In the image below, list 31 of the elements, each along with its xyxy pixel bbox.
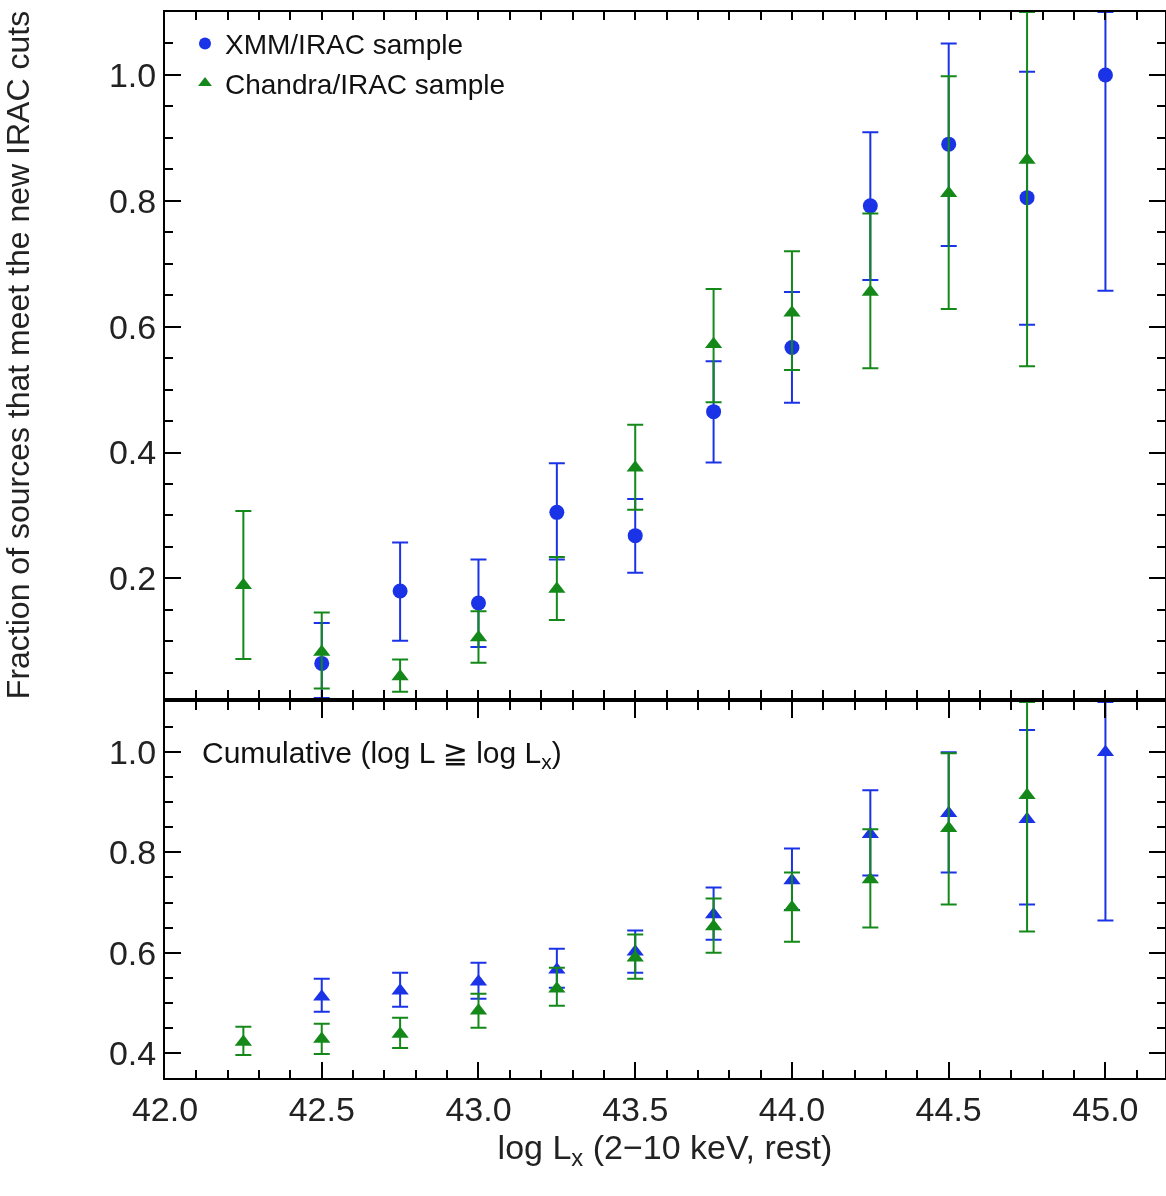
point <box>862 198 878 214</box>
legend-label: Chandra/IRAC sample <box>225 68 506 100</box>
y-tick-label: 0.6 <box>108 307 157 346</box>
point <box>549 504 565 520</box>
point <box>627 528 643 544</box>
x-tick-label: 45.0 <box>1072 1089 1139 1128</box>
y-tick-label: 0.8 <box>108 181 157 220</box>
y-tick-label: 0.4 <box>108 1033 157 1072</box>
y-tick-label: 1.0 <box>108 55 157 94</box>
point <box>940 185 958 198</box>
y-tick-label: 0.6 <box>108 933 157 972</box>
x-tick-label: 44.0 <box>758 1089 826 1128</box>
legend-label: XMM/IRAC sample <box>225 29 464 61</box>
x-tick-label: 43.5 <box>602 1089 669 1128</box>
annotation: Cumulative (log L ≧ log L$_{x}$) <box>202 736 562 774</box>
y-tick-label: 1.0 <box>108 733 157 772</box>
point <box>392 583 408 599</box>
y-tick-label: 0.8 <box>108 833 157 872</box>
y-axis-title: Fraction of sources that meet the new IRAC cuts <box>0 10 36 700</box>
point <box>706 404 722 420</box>
x-tick-label: 44.5 <box>915 1089 982 1128</box>
point <box>1097 67 1113 83</box>
x-tick-label: 42.5 <box>288 1089 355 1128</box>
point <box>940 820 958 833</box>
point <box>861 871 879 884</box>
y-tick-label: 0.2 <box>108 559 157 598</box>
x-tick-label: 43.0 <box>445 1089 512 1128</box>
y-tick-label: 0.4 <box>108 433 157 472</box>
x-tick-label: 42.0 <box>131 1089 199 1128</box>
x-axis-title: log L$_{x}$ (2−10 keV, rest) <box>497 1127 833 1171</box>
point <box>470 595 486 611</box>
